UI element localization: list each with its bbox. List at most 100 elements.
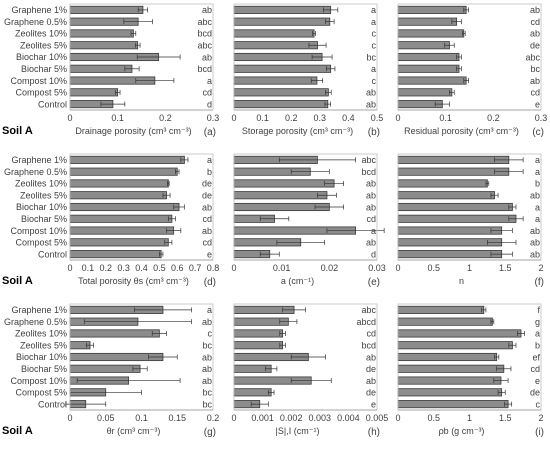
x-tick-label: 0.001 bbox=[251, 413, 274, 423]
treatment-label: Zeolites 5% bbox=[20, 340, 67, 350]
significance-letter: bc bbox=[202, 388, 212, 398]
treatment-label: Graphene 1% bbox=[11, 305, 67, 315]
bar bbox=[397, 179, 488, 188]
significance-letter: a bbox=[207, 76, 212, 86]
significance-letter: abc bbox=[361, 305, 376, 315]
treatment-label: Compost 10% bbox=[10, 376, 67, 386]
significance-letter: a bbox=[371, 5, 376, 15]
bar bbox=[397, 29, 465, 38]
significance-letter: cd bbox=[202, 214, 212, 224]
bar bbox=[397, 155, 510, 164]
significance-letter: ab bbox=[202, 226, 212, 236]
significance-letter: ab bbox=[202, 202, 212, 212]
x-axis-label: |S|,I (cm⁻¹) bbox=[276, 426, 320, 436]
bar bbox=[233, 388, 272, 397]
soil-label: Soil A bbox=[2, 125, 33, 137]
bar bbox=[397, 400, 509, 409]
x-tick-label: 0.8 bbox=[207, 263, 220, 273]
treatment-label: Compost 5% bbox=[15, 88, 67, 98]
bar bbox=[397, 191, 495, 200]
significance-letter: cd bbox=[530, 364, 540, 374]
treatment-label: Graphene 0.5% bbox=[4, 317, 67, 327]
treatment-label: Zeolites 10% bbox=[15, 29, 67, 39]
significance-letter: ab bbox=[366, 88, 376, 98]
treatment-label: Control bbox=[38, 399, 67, 409]
bar bbox=[69, 329, 160, 338]
bar bbox=[69, 179, 169, 188]
treatment-label: Compost 10% bbox=[10, 76, 67, 86]
significance-letter: a bbox=[535, 329, 540, 339]
panel-label: (c) bbox=[532, 127, 544, 138]
x-tick-label: 0 bbox=[395, 413, 400, 423]
x-tick-label: 0 bbox=[231, 413, 236, 423]
bar bbox=[397, 226, 503, 235]
significance-letter: bcd bbox=[361, 167, 376, 177]
bar bbox=[397, 388, 503, 397]
significance-letter: c bbox=[372, 41, 377, 51]
significance-letter: a bbox=[371, 226, 376, 236]
x-tick-label: 0.3 bbox=[535, 113, 548, 123]
x-tick-label: 0.5 bbox=[153, 263, 166, 273]
x-tick-label: 1 bbox=[467, 413, 472, 423]
bar bbox=[233, 76, 318, 85]
x-tick-label: 0.005 bbox=[366, 413, 389, 423]
x-tick-label: 0.2 bbox=[99, 263, 112, 273]
bar bbox=[233, 64, 332, 73]
significance-letter: f bbox=[537, 305, 540, 315]
significance-letter: ab bbox=[366, 179, 376, 189]
significance-letter: b bbox=[535, 179, 540, 189]
bar bbox=[69, 29, 134, 38]
x-tick-label: 0.5 bbox=[371, 113, 384, 123]
significance-letter: a bbox=[535, 202, 540, 212]
treatment-label: Zeolites 10% bbox=[15, 179, 67, 189]
bar bbox=[69, 214, 173, 223]
panel-label: (a) bbox=[204, 127, 216, 138]
significance-letter: a bbox=[535, 214, 540, 224]
significance-letter: b bbox=[207, 167, 212, 177]
bar bbox=[397, 329, 522, 338]
x-axis-label: Storage porosity (cm³ cm⁻³) bbox=[242, 126, 353, 136]
bar bbox=[69, 250, 162, 259]
bar bbox=[233, 29, 315, 38]
significance-letter: c bbox=[372, 76, 377, 86]
bar bbox=[69, 226, 175, 235]
soil-label: Soil A bbox=[2, 275, 33, 287]
significance-letter: cd bbox=[366, 214, 376, 224]
x-tick-label: 0.2 bbox=[207, 413, 220, 423]
x-tick-label: 0.1 bbox=[82, 263, 95, 273]
bar bbox=[233, 88, 329, 97]
significance-letter: cd bbox=[530, 17, 540, 27]
treatment-label: Zeolites 10% bbox=[15, 329, 67, 339]
treatment-label: Biochar 5% bbox=[21, 214, 67, 224]
significance-letter: ab bbox=[366, 202, 376, 212]
significance-letter: ef bbox=[532, 352, 540, 362]
significance-letter: abc bbox=[197, 17, 212, 27]
significance-letter: a bbox=[371, 64, 376, 74]
significance-letter: de bbox=[530, 41, 540, 51]
x-tick-label: 2 bbox=[538, 413, 543, 423]
bar bbox=[397, 317, 493, 326]
treatment-label: Biochar 5% bbox=[21, 64, 67, 74]
x-tick-label: 0.2 bbox=[487, 113, 500, 123]
bar bbox=[233, 52, 323, 62]
significance-letter: c bbox=[536, 399, 541, 409]
significance-letter: ab bbox=[366, 352, 376, 362]
x-tick-label: 0 bbox=[231, 263, 236, 273]
treatment-label: Compost 5% bbox=[15, 388, 67, 398]
significance-letter: ab bbox=[530, 238, 540, 248]
bar bbox=[397, 76, 467, 85]
x-axis-label: a (cm⁻¹) bbox=[281, 276, 314, 286]
x-tick-label: 0.004 bbox=[337, 413, 360, 423]
treatment-label: Graphene 1% bbox=[11, 155, 67, 165]
significance-letter: de bbox=[366, 388, 376, 398]
x-tick-label: 0.6 bbox=[171, 263, 184, 273]
bar bbox=[397, 5, 467, 14]
panel-label: (b) bbox=[368, 127, 380, 138]
significance-letter: bc bbox=[530, 64, 540, 74]
